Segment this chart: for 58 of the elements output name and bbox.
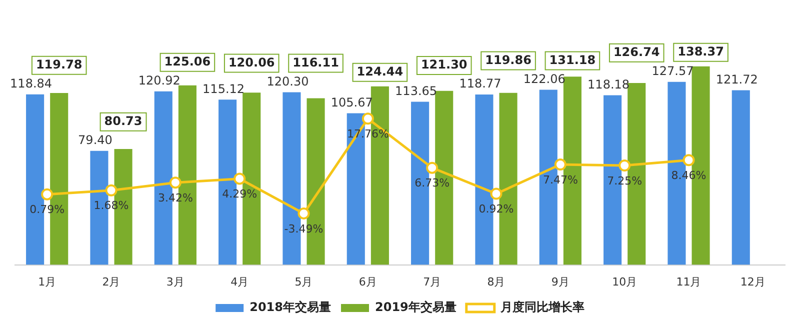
x-tick-label: 11月 [676,275,702,288]
point [105,184,118,196]
x-tick-label: 1月 [38,275,56,288]
data-label: 113.65 [395,84,438,98]
data-label: 131.18 [549,52,596,67]
data-label: 3.42% [158,191,193,204]
data-label: 7.25% [607,174,642,188]
point [169,176,182,189]
point [554,158,566,171]
point [234,172,246,185]
data-label: 124.44 [356,64,404,78]
data-label: -3.49% [284,222,324,236]
data-label: 125.06 [164,54,211,68]
data-label: 119.78 [36,57,82,72]
x-tick-label: 8月 [487,275,506,288]
data-label: 0.92% [478,202,514,216]
data-label: 118.77 [459,76,502,91]
point [490,188,502,200]
point [298,207,310,220]
data-label: 8.46% [671,168,706,182]
legend-label: 2019年交易量 [375,300,456,314]
data-label: 115.12 [202,82,245,96]
data-label: 1.68% [94,199,129,212]
data-label: 80.73 [104,114,142,128]
bar [732,90,750,265]
data-label: 120.30 [266,74,309,88]
point [41,188,54,200]
data-label: 116.11 [292,55,339,70]
data-label: 138.37 [678,44,724,58]
data-label: 7.47% [542,173,578,186]
data-label: 121.30 [420,58,468,72]
x-tick-label: 4月 [230,275,249,288]
point [618,160,631,172]
data-label: 120.06 [228,55,275,70]
data-label: 4.29% [222,188,258,201]
legend-label: 2018年交易量 [250,300,332,314]
point [362,112,374,125]
x-tick-label: 5月 [294,275,313,288]
x-tick-label: 7月 [423,275,442,288]
x-tick-label: 10月 [612,275,638,288]
data-label: 120.92 [138,73,180,88]
x-tick-label: 12月 [740,275,766,288]
point [682,154,695,166]
data-label: 118.18 [588,77,630,92]
data-label: 79.40 [78,133,112,148]
x-tick-label: 2月 [102,275,120,288]
data-label: 17.76% [346,127,389,140]
x-tick-label: 6月 [358,275,377,288]
data-label: 6.73% [414,176,450,190]
x-tick-label: 3月 [166,275,184,288]
point [426,162,438,174]
data-label: 126.74 [613,44,660,59]
data-label: 118.84 [10,76,52,90]
data-label: 0.79% [30,203,65,216]
legend-label: 月度同比增长率 [499,300,584,314]
data-label: 121.72 [716,72,758,86]
x-tick-label: 9月 [551,275,570,288]
data-label: 119.86 [485,52,532,67]
